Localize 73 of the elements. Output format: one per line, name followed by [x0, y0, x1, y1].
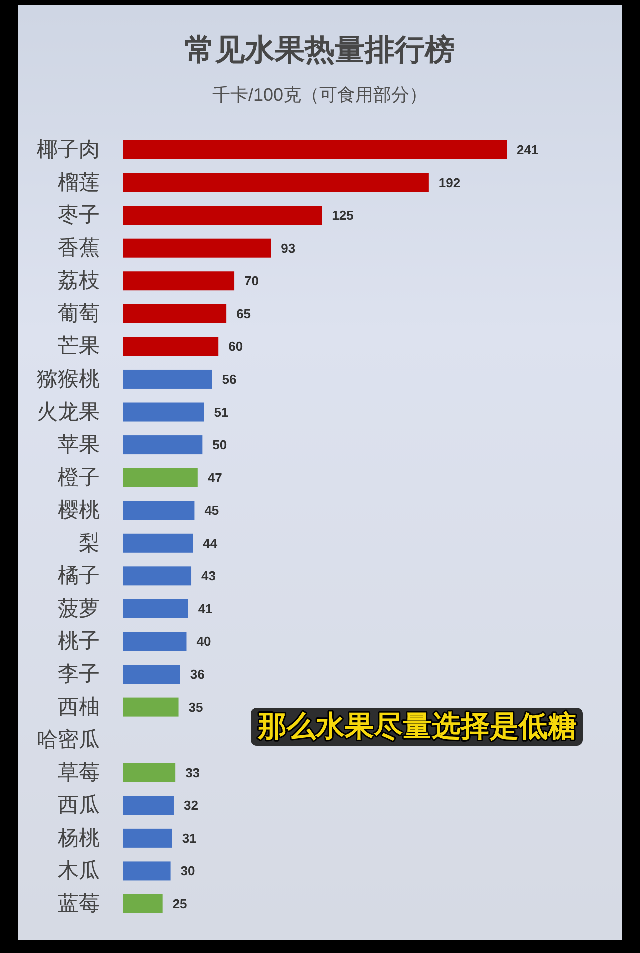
y-tick-label: 芒果: [58, 335, 100, 358]
data-label: 60: [228, 339, 244, 354]
bar: [123, 468, 198, 488]
chart-title: 常见水果热量排行榜: [185, 34, 455, 67]
data-label: 50: [212, 438, 228, 453]
bar: [123, 534, 194, 553]
y-tick-label: 蓝莓: [58, 892, 100, 916]
data-label: 125: [332, 208, 354, 224]
y-tick-label: 杨桃: [57, 826, 100, 850]
bar: [123, 238, 272, 258]
bar: [123, 862, 171, 881]
data-label: 32: [184, 798, 198, 814]
bar: [123, 632, 187, 652]
y-tick-label: 桃子: [58, 630, 100, 654]
bar: [123, 665, 180, 684]
bar: [123, 599, 188, 618]
data-label: 192: [438, 175, 461, 190]
y-tick-label: 榴莲: [58, 171, 100, 194]
y-tick-label: 椰子肉: [37, 138, 100, 162]
y-tick-label: 哈密瓜: [37, 728, 100, 752]
bar: [123, 501, 195, 520]
y-tick-label: 菠萝: [58, 597, 100, 620]
data-label: 47: [208, 470, 222, 486]
data-label: 45: [204, 503, 220, 518]
data-label: 51: [214, 404, 229, 420]
bar: [123, 828, 172, 848]
y-tick-label: 西柚: [58, 696, 100, 719]
bar: [123, 173, 429, 192]
data-label: 31: [182, 830, 197, 846]
data-label: 36: [190, 667, 205, 682]
y-tick-label: 李子: [58, 663, 100, 686]
y-tick-label: 樱桃: [58, 499, 100, 522]
y-tick-label: 木瓜: [58, 860, 100, 883]
data-label: 35: [188, 700, 204, 715]
y-tick-label: 橘子: [58, 564, 100, 588]
bar: [123, 304, 227, 324]
bar: [123, 140, 507, 160]
data-label: 93: [281, 240, 296, 256]
data-label: 33: [186, 765, 200, 780]
y-tick-label: 橙子: [58, 466, 100, 490]
data-label: 30: [180, 864, 196, 879]
y-tick-label: 荔枝: [58, 270, 100, 293]
data-label: 44: [203, 536, 218, 551]
bar: [123, 370, 212, 389]
y-tick-label: 香蕉: [58, 236, 100, 260]
annotation: 那么水果尽量选择是低糖: [257, 711, 577, 743]
chart-subtitle: 千卡/100克（可食用部分）: [212, 85, 428, 105]
y-tick-label: 猕猴桃: [37, 368, 100, 391]
data-label: 65: [236, 306, 252, 322]
bar: [123, 206, 322, 226]
y-tick-label: 葡萄: [58, 302, 100, 326]
data-label: 41: [198, 601, 213, 616]
data-label: 241: [517, 142, 539, 158]
bar: [123, 272, 235, 291]
data-label: 56: [222, 372, 237, 387]
bar: [123, 402, 204, 422]
data-label: 43: [202, 568, 216, 584]
data-label: 25: [172, 896, 188, 912]
bar: [123, 796, 174, 816]
data-label: 40: [196, 634, 212, 650]
bar: [123, 763, 176, 782]
y-tick-label: 西瓜: [58, 794, 100, 818]
y-tick-label: 苹果: [58, 434, 100, 457]
y-tick-label: 火龙果: [37, 400, 100, 424]
data-label: 70: [244, 274, 260, 289]
bar: [123, 566, 192, 586]
bar: [123, 337, 219, 356]
y-tick-label: 草莓: [58, 761, 100, 784]
bar: [123, 894, 163, 914]
y-tick-label: 梨: [79, 532, 100, 555]
bar: [123, 436, 203, 455]
y-tick-label: 枣子: [58, 204, 100, 228]
bar: [123, 698, 179, 717]
